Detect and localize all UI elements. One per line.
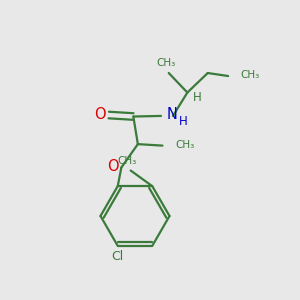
Text: H: H [193,92,201,104]
Text: CH₃: CH₃ [175,140,194,150]
Text: CH₃: CH₃ [241,70,260,80]
Text: CH₃: CH₃ [157,58,176,68]
Text: O: O [107,159,119,174]
Text: H: H [179,116,188,128]
Text: N: N [167,107,178,122]
Text: CH₃: CH₃ [117,156,137,166]
Text: Cl: Cl [112,250,124,263]
Text: O: O [94,106,106,122]
